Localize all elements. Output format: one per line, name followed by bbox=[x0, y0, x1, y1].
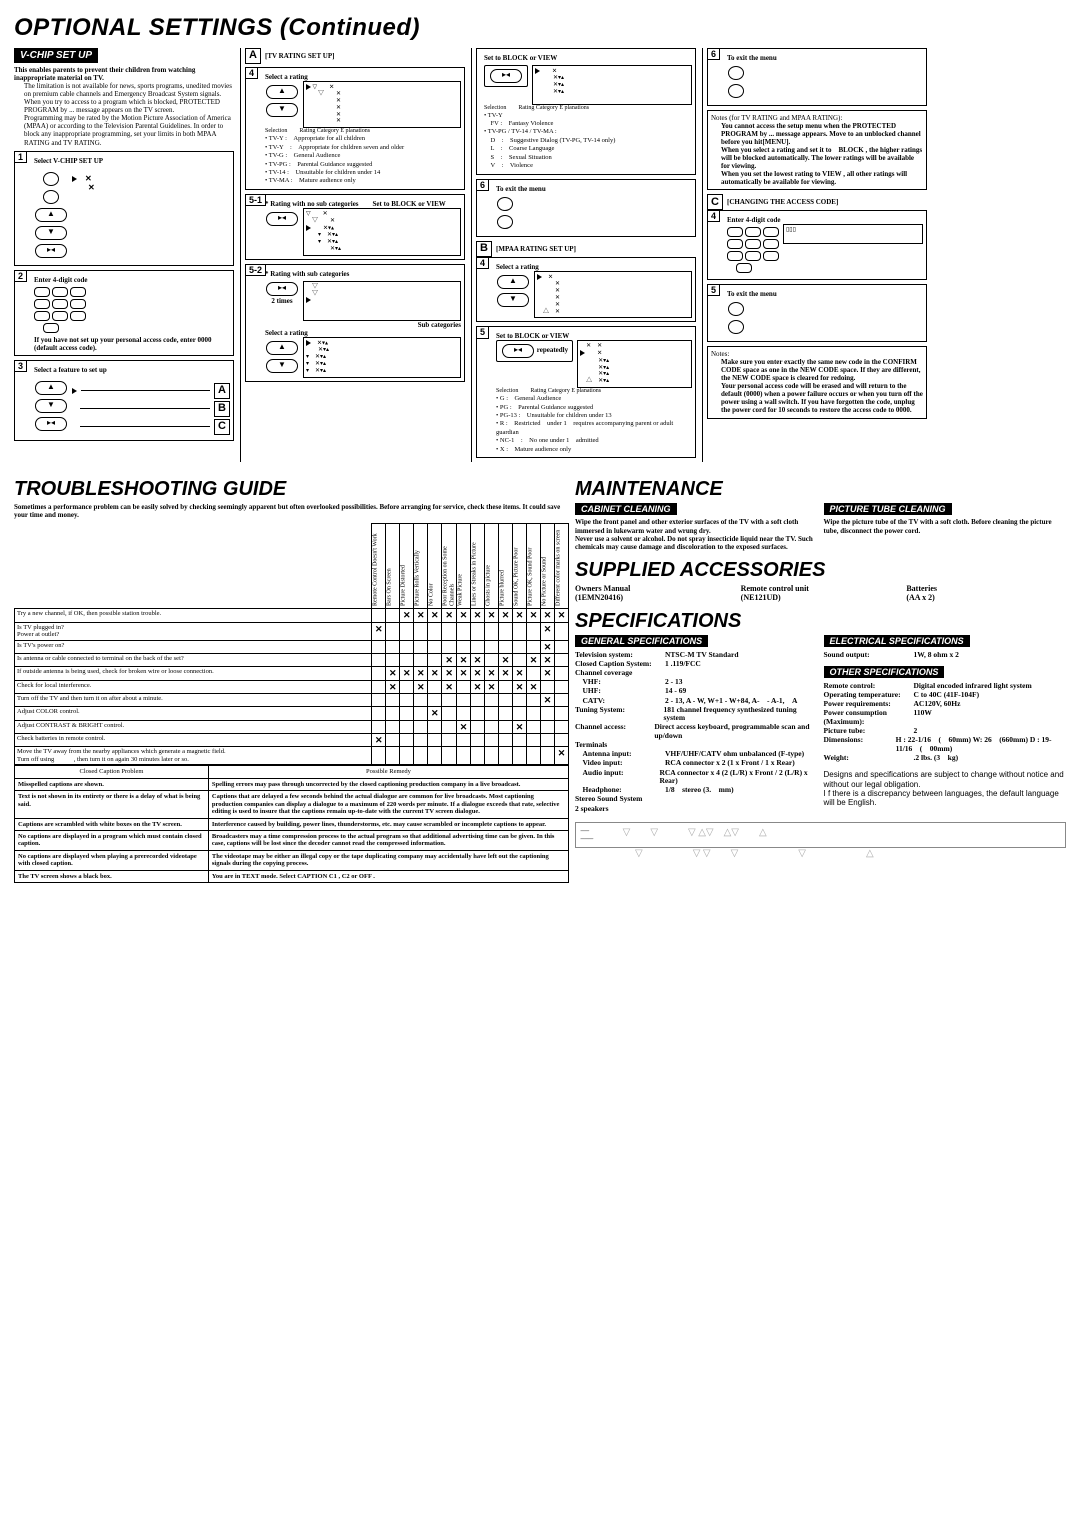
page-title: OPTIONAL SETTINGS (Continued) bbox=[14, 14, 1066, 42]
a52-sel: Select a rating bbox=[265, 329, 461, 337]
step-3-title: Select a feature to set up bbox=[34, 366, 107, 374]
section-c: C bbox=[707, 194, 723, 210]
maint-title: MAINTENANCE bbox=[575, 478, 1066, 501]
vchip-intro-1: When you try to access to a program whic… bbox=[14, 98, 234, 114]
c4: Enter 4-digit code bbox=[727, 216, 781, 224]
step-2-title: Enter 4-digit code bbox=[34, 276, 88, 284]
step-b6: 6 bbox=[707, 48, 720, 60]
spec-gen: Television system:NTSC-M TV StandardClos… bbox=[575, 651, 818, 813]
tv-categories: • TV-Y : Appropriate for all children• T… bbox=[265, 135, 461, 186]
b5: Set to BLOCK or VIEW bbox=[496, 332, 569, 340]
step-1-title: Select V-CHIP SET UP bbox=[34, 157, 103, 165]
note-2: When you set the lowest rating to VIEW ,… bbox=[711, 170, 923, 186]
gen-header: GENERAL SPECIFICATIONS bbox=[575, 635, 708, 647]
elec-header: ELECTRICAL SPECIFICATIONS bbox=[824, 635, 970, 647]
step-a51: 5-1 bbox=[245, 194, 266, 206]
screen-icon: ▽ ✕ ▽ ✕ ✕ ✕ ✕ ✕ bbox=[303, 81, 461, 129]
notes-title: Notes (for TV RATING and MPAA RATING): bbox=[711, 114, 923, 122]
section-b: B bbox=[476, 241, 492, 257]
step-c5: 5 bbox=[707, 284, 720, 296]
vchip-header: V-CHIP SET UP bbox=[14, 48, 98, 64]
subcat-label: Sub categories bbox=[265, 321, 461, 329]
vchip-intro-2: Programming may be rated by the Motion P… bbox=[14, 114, 234, 146]
c-note-1: Your personal access code will be erased… bbox=[711, 382, 923, 414]
b-title: [MPAA RATING SET UP] bbox=[496, 245, 576, 253]
a4-title: Select a rating bbox=[265, 73, 308, 81]
a52: * Rating with sub categories bbox=[265, 270, 349, 278]
remote-icon: ▲▼ ▸◂ bbox=[34, 171, 68, 259]
spec-other: Remote control:Digital encoded infrared … bbox=[824, 682, 1067, 763]
vchip-intro: This enables parents to prevent their ch… bbox=[14, 66, 234, 82]
label-c: C bbox=[214, 419, 230, 435]
note-0: You cannot access the setup menu when th… bbox=[711, 122, 923, 146]
trouble-table: Remote Control Doesn't WorkBars On Scree… bbox=[14, 523, 569, 765]
vchip-intro-0: The limitation is not available for news… bbox=[14, 82, 234, 98]
a-title: [TV RATING SET UP] bbox=[265, 52, 334, 60]
b6: To exit the menu bbox=[727, 54, 777, 62]
other-header: OTHER SPECIFICATIONS bbox=[824, 666, 945, 678]
c-note-0: Make sure you enter exactly the same new… bbox=[711, 358, 923, 382]
spec-elec: Sound output:1W, 8 ohm x 2 bbox=[824, 651, 1067, 660]
section-a: A bbox=[245, 48, 261, 64]
step-a4: 4 bbox=[245, 67, 258, 79]
pic-text: Wipe the picture tube of the TV with a s… bbox=[824, 518, 1067, 534]
spec-note: Designs and specifications are subject t… bbox=[824, 770, 1067, 807]
trouble-title: TROUBLESHOOTING GUIDE bbox=[14, 478, 569, 501]
footer-strip: ━━━━━ ▽ ▽ ▽ △▽ △▽ △ bbox=[575, 822, 1066, 848]
label-a: A bbox=[214, 383, 230, 399]
cab-header: CABINET CLEANING bbox=[575, 503, 677, 515]
remote-icon: ▲▼▸◂ bbox=[34, 380, 68, 432]
step-2-note: If you have not set up your personal acc… bbox=[34, 336, 230, 352]
label-b: B bbox=[214, 401, 230, 417]
step-a52: 5-2 bbox=[245, 264, 266, 276]
spec-title: SPECIFICATIONS bbox=[575, 610, 1066, 633]
repeatedly: repeatedly bbox=[537, 346, 568, 354]
block-title: Set to BLOCK or VIEW bbox=[484, 54, 557, 62]
step-b5: 5 bbox=[476, 326, 489, 338]
pic-header: PICTURE TUBE CLEANING bbox=[824, 503, 952, 515]
trouble-intro: Sometimes a performance problem can be e… bbox=[14, 503, 569, 519]
b4: Select a rating bbox=[496, 263, 539, 271]
a51: * Rating with no sub categories Set to B… bbox=[265, 200, 446, 208]
a6: To exit the menu bbox=[496, 185, 546, 193]
arrow-icon bbox=[72, 176, 77, 182]
tv-sub-categories: • TV-Y FV : Fantasy Violence• TV-PG / TV… bbox=[484, 112, 692, 171]
step-3-num: 3 bbox=[14, 360, 27, 372]
c5: To exit the menu bbox=[727, 290, 777, 298]
cab-text: Wipe the front panel and other exterior … bbox=[575, 518, 818, 550]
two-times: 2 times bbox=[271, 297, 292, 305]
mpaa-categories: • G : General Audience• PG : Parental Gu… bbox=[496, 395, 692, 454]
step-2-num: 2 bbox=[14, 270, 27, 282]
step-c4: 4 bbox=[707, 210, 720, 222]
note-1: When you select a rating and set it to B… bbox=[711, 146, 923, 170]
c-title: [CHANGING THE ACCESS CODE] bbox=[727, 198, 838, 206]
step-1-num: 1 bbox=[14, 151, 27, 163]
cc-table: Closed Caption ProblemPossible RemedyMis… bbox=[14, 765, 569, 883]
keypad-icon bbox=[34, 287, 230, 333]
step-a6: 6 bbox=[476, 179, 489, 191]
step-b4: 4 bbox=[476, 257, 489, 269]
c-notes-title: Notes: bbox=[711, 350, 923, 358]
supp-title: SUPPLIED ACCESSORIES bbox=[575, 559, 1066, 582]
